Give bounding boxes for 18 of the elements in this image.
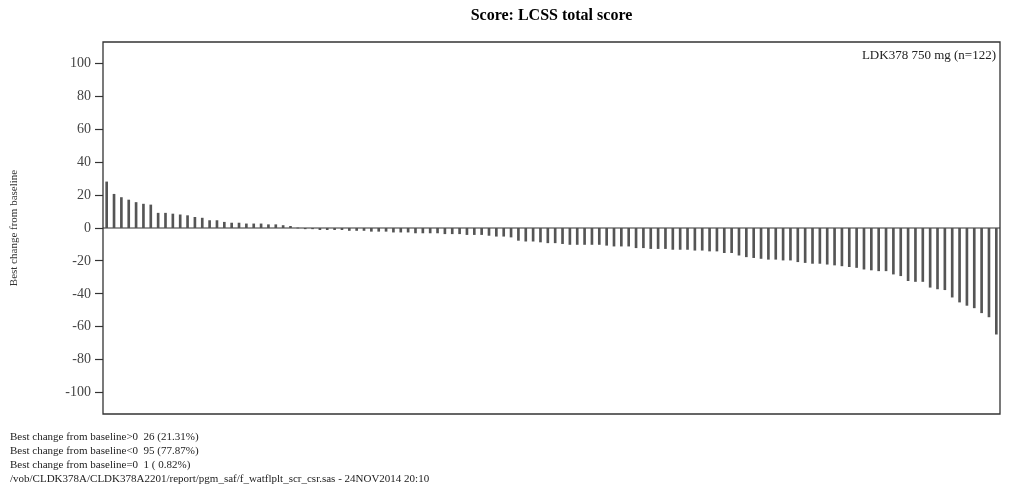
y-tick-label: 20 xyxy=(77,186,91,202)
y-tick-label: 80 xyxy=(77,87,91,103)
y-tick-label: 40 xyxy=(77,153,91,169)
text: Best change from baseline=0 1 ( 0.82%) xyxy=(10,457,192,471)
y-tick-label: -100 xyxy=(65,384,91,400)
chart-title: Score: LCSS total score xyxy=(470,6,633,24)
y-tick-label: -40 xyxy=(72,285,91,301)
y-tick-label: -80 xyxy=(72,351,91,367)
text: /vob/CLDK378A/CLDK378A2201/report/pgm_saf/f_watflplt_scr_csr.sas - 24NOV2014 20:10 xyxy=(10,471,430,485)
text: Best change from baseline>0 26 (21.31%) xyxy=(10,429,200,443)
y-tick-label: 0 xyxy=(84,219,91,235)
y-tick-label: -60 xyxy=(72,318,91,334)
text: Best change from baseline<0 95 (77.87%) xyxy=(10,443,200,457)
annotation: LDK378 750 mg (n=122) xyxy=(861,47,996,63)
y-tick-label: -20 xyxy=(72,252,91,268)
y-tick-label: 100 xyxy=(70,55,91,71)
y-axis-title: Best change from baseline xyxy=(7,169,20,287)
y-tick-label: 60 xyxy=(77,120,91,136)
